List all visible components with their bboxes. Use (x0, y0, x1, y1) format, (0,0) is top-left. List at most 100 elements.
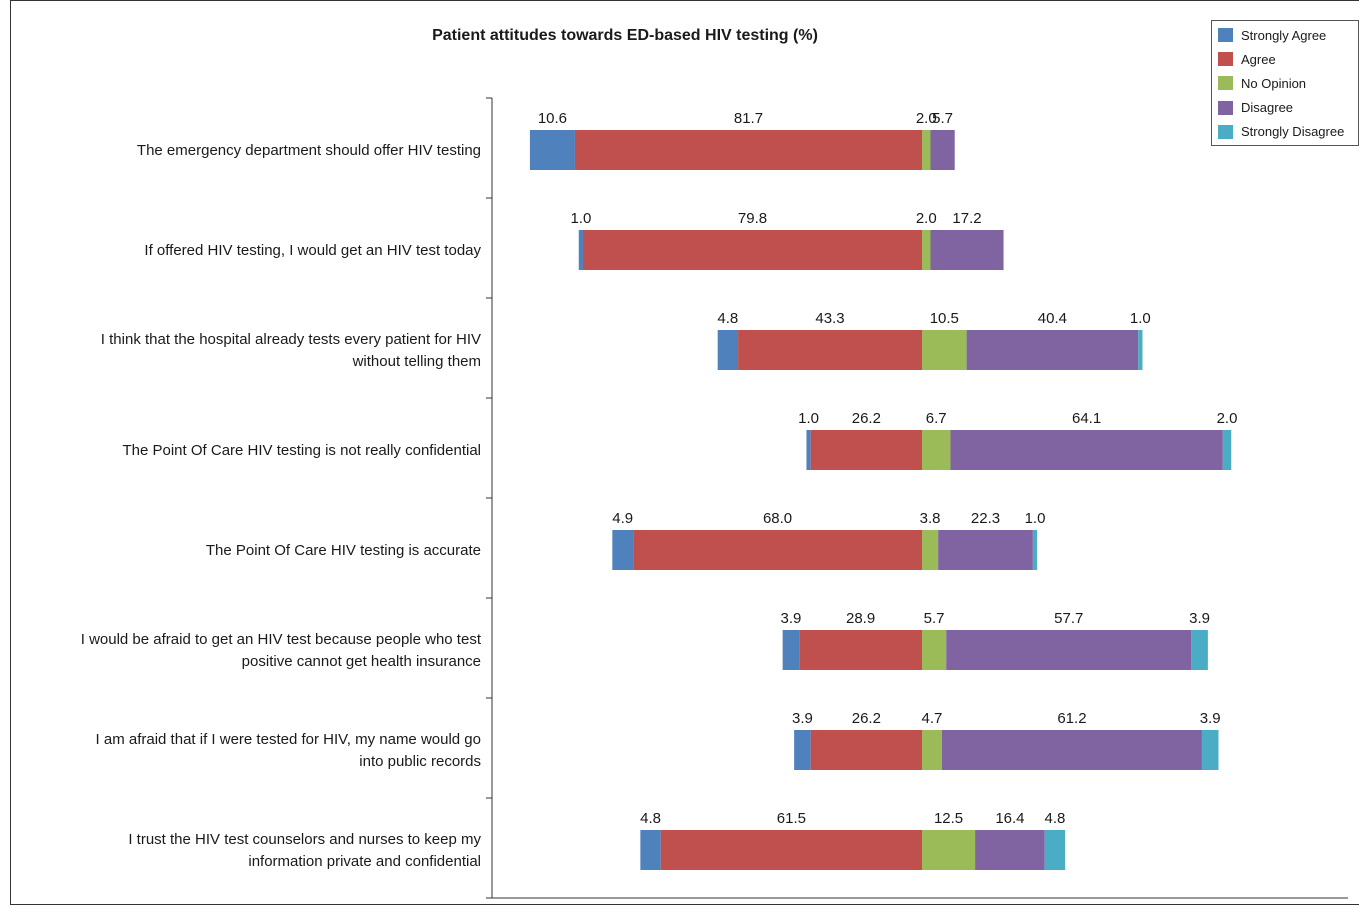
data-label-no-opinion: 2.0 (916, 210, 937, 227)
bar-disagree (938, 530, 1033, 570)
data-label-agree: 26.2 (852, 710, 881, 727)
data-label-strongly-agree: 1.0 (570, 210, 591, 227)
bar-strongly-disagree (1032, 530, 1038, 570)
data-label-strongly-disagree: 2.0 (1217, 410, 1238, 427)
legend-swatch (1218, 52, 1233, 67)
data-label-disagree: 64.1 (1072, 410, 1101, 427)
data-label-disagree: 22.3 (971, 510, 1000, 527)
bar-strongly-disagree (1222, 430, 1232, 470)
legend-item-strongly-agree: Strongly Agree (1218, 24, 1326, 46)
bar-no-opinion (922, 730, 942, 770)
legend-label: Agree (1241, 51, 1276, 67)
bar-strongly-agree (529, 130, 575, 170)
bar-strongly-agree (640, 830, 661, 870)
bar-no-opinion (922, 330, 967, 370)
bar-no-opinion (922, 130, 931, 170)
bar-strongly-agree (717, 330, 739, 370)
category-label: I think that the hospital already tests … (101, 331, 481, 370)
data-label-strongly-agree: 3.9 (792, 710, 813, 727)
bar-agree (633, 530, 922, 570)
chart-frame (10, 0, 1359, 905)
bar-strongly-disagree (1138, 330, 1143, 370)
data-label-strongly-disagree: 1.0 (1130, 310, 1151, 327)
bar-strongly-disagree (1044, 830, 1066, 870)
bar-disagree (950, 430, 1223, 470)
data-label-agree: 81.7 (734, 110, 763, 127)
category-label: I trust the HIV test counselors and nurs… (128, 831, 481, 870)
legend-item-strongly-disagree: Strongly Disagree (1218, 121, 1344, 143)
data-label-strongly-disagree: 3.9 (1189, 610, 1210, 627)
data-label-agree: 79.8 (738, 210, 767, 227)
category-label: The Point Of Care HIV testing is accurat… (206, 542, 481, 559)
chart-title: Patient attitudes towards ED-based HIV t… (432, 27, 818, 44)
data-label-agree: 43.3 (815, 310, 844, 327)
legend-item-no-opinion: No Opinion (1218, 72, 1306, 94)
data-label-no-opinion: 10.5 (930, 310, 959, 327)
category-label: I am afraid that if I were tested for HI… (96, 731, 481, 770)
legend-item-agree: Agree (1218, 48, 1276, 70)
data-label-strongly-disagree: 1.0 (1025, 510, 1046, 527)
bar-agree (738, 330, 922, 370)
category-labels: The emergency department should offer HI… (81, 142, 482, 870)
bar-strongly-agree (794, 730, 811, 770)
bar-strongly-agree (612, 530, 634, 570)
data-label-agree: 28.9 (846, 610, 875, 627)
bar-agree (574, 130, 922, 170)
legend-label: Disagree (1241, 100, 1294, 116)
bar-no-opinion (922, 830, 976, 870)
bar-agree (810, 730, 922, 770)
legend-swatch (1218, 100, 1233, 115)
legend-item-disagree: Disagree (1218, 97, 1293, 119)
bar-agree (583, 230, 922, 270)
data-label-agree: 61.5 (777, 810, 806, 827)
bar-disagree (930, 130, 955, 170)
data-label-strongly-disagree: 4.8 (1045, 810, 1066, 827)
bar-strongly-disagree (1201, 730, 1219, 770)
data-label-strongly-agree: 1.0 (798, 410, 819, 427)
data-label-disagree: 16.4 (995, 810, 1024, 827)
data-label-strongly-disagree: 3.9 (1200, 710, 1221, 727)
data-label-no-opinion: 12.5 (934, 810, 963, 827)
data-label-strongly-agree: 10.6 (538, 110, 567, 127)
data-label-agree: 68.0 (763, 510, 792, 527)
category-label: I would be afraid to get an HIV test bec… (81, 631, 482, 670)
bar-strongly-agree (782, 630, 800, 670)
bar-agree (660, 830, 922, 870)
data-label-strongly-agree: 4.8 (640, 810, 661, 827)
bar-strongly-disagree (1191, 630, 1208, 670)
bar-strongly-agree (806, 430, 811, 470)
bar-no-opinion (922, 530, 939, 570)
data-label-agree: 26.2 (852, 410, 881, 427)
bar-no-opinion (922, 230, 931, 270)
bar-disagree (930, 230, 1004, 270)
data-label-disagree: 5.7 (932, 110, 953, 127)
data-label-no-opinion: 3.8 (920, 510, 941, 527)
category-label: The Point Of Care HIV testing is not rea… (122, 442, 481, 459)
data-labels: 10.6 81.7 2.05.71.0 79.8 2.0 17.24.8 43.3 10.5 4… (538, 110, 1238, 827)
data-label-strongly-agree: 4.9 (612, 510, 633, 527)
bar-disagree (941, 730, 1202, 770)
bar-agree (799, 630, 922, 670)
data-label-disagree: 57.7 (1054, 610, 1083, 627)
data-label-no-opinion: 2.0 (916, 110, 937, 127)
data-label-disagree: 17.2 (952, 210, 981, 227)
bar-disagree (975, 830, 1045, 870)
bars (529, 130, 1232, 870)
category-label: If offered HIV testing, I would get an H… (144, 242, 481, 259)
bar-no-opinion (922, 430, 951, 470)
legend: Strongly Agree Agree No Opinion Disagree Str… (1211, 20, 1359, 146)
data-label-no-opinion: 4.7 (922, 710, 943, 727)
legend-label: No Opinion (1241, 75, 1307, 91)
bar-strongly-agree (578, 230, 584, 270)
data-label-strongly-agree: 3.9 (781, 610, 802, 627)
legend-label: Strongly Disagree (1241, 124, 1345, 140)
bar-disagree (946, 630, 1192, 670)
data-label-no-opinion: 5.7 (924, 610, 945, 627)
legend-swatch (1218, 28, 1233, 42)
bar-disagree (966, 330, 1139, 370)
legend-swatch (1218, 76, 1233, 91)
bar-agree (810, 430, 922, 470)
bar-no-opinion (922, 630, 947, 670)
category-label: The emergency department should offer HI… (137, 142, 481, 159)
